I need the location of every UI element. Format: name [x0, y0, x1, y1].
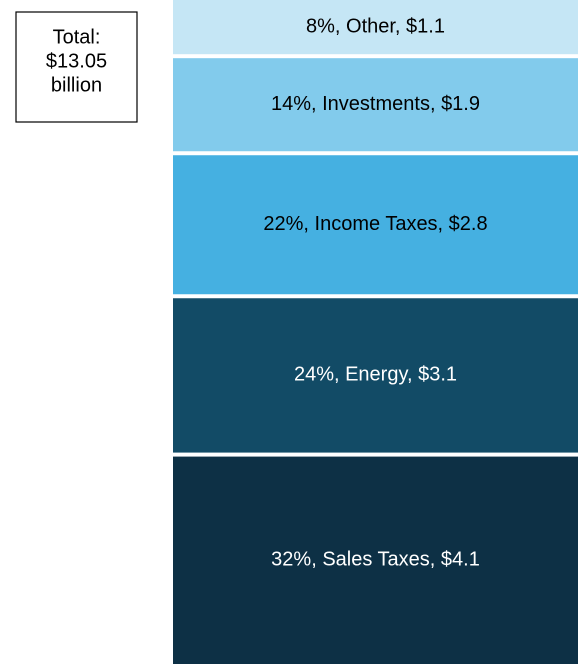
annotation-line: $13.05: [46, 50, 107, 72]
segment: [173, 58, 578, 152]
segment: [173, 155, 578, 295]
segment-label: 14%, Investments, $1.9: [271, 93, 480, 115]
segment-label: 32%, Sales Taxes, $4.1: [271, 549, 480, 571]
segment: [173, 456, 578, 664]
segment-label: 24%, Energy, $3.1: [294, 364, 457, 386]
segment: [173, 0, 578, 55]
segment-label: 8%, Other, $1.1: [306, 15, 445, 37]
segment: [173, 298, 578, 453]
segment-label: 22%, Income Taxes, $2.8: [263, 213, 487, 235]
annotation-line: billion: [51, 74, 102, 96]
total-box: [15, 11, 138, 123]
annotation-line: Total:: [53, 26, 101, 48]
